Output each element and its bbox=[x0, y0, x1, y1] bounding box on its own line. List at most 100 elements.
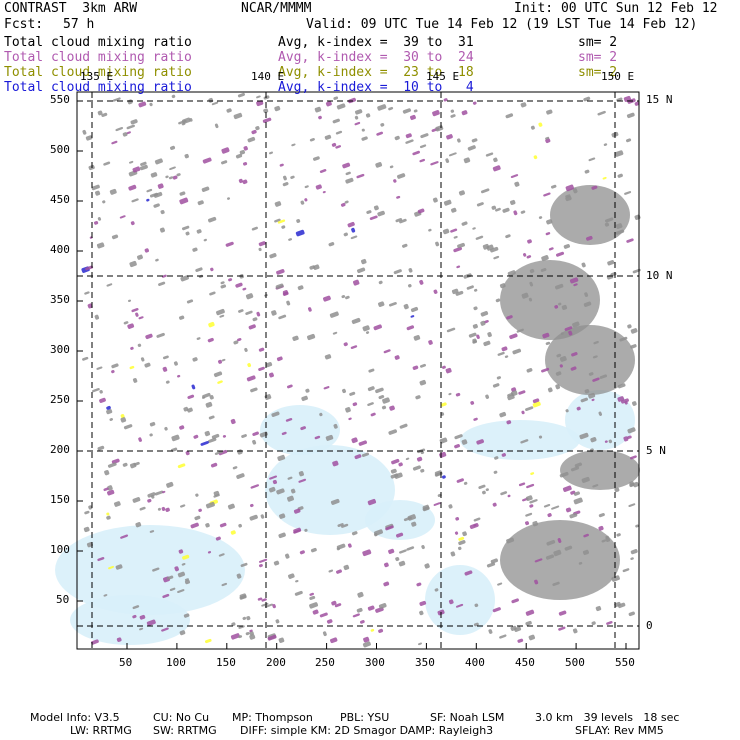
cloud-cell bbox=[564, 326, 573, 331]
low-cloud-region bbox=[55, 525, 245, 615]
cloud-cell bbox=[406, 546, 415, 551]
field-name-3: Total cloud mixing ratio bbox=[4, 65, 192, 80]
cloud-cell bbox=[412, 465, 421, 471]
cloud-cell bbox=[405, 457, 410, 460]
cloud-cell bbox=[378, 301, 385, 307]
cloud-cell bbox=[622, 568, 630, 573]
cloud-cell bbox=[565, 409, 569, 413]
cloud-cell bbox=[506, 420, 512, 425]
x-tick-label: 200 bbox=[266, 656, 286, 669]
cloud-cell bbox=[592, 377, 600, 382]
cloud-cell bbox=[463, 481, 468, 485]
cloud-cell bbox=[227, 197, 231, 200]
cloud-cell bbox=[84, 291, 90, 295]
cloud-cell bbox=[580, 397, 588, 403]
cloud-cell bbox=[523, 252, 527, 257]
cloud-cell bbox=[627, 435, 632, 440]
cloud-cell bbox=[492, 165, 501, 172]
cloud-cell bbox=[351, 227, 356, 233]
cloud-cell bbox=[527, 239, 532, 244]
cloud-cell bbox=[258, 366, 265, 371]
cloud-cell bbox=[138, 316, 144, 320]
cloud-cell bbox=[529, 504, 534, 508]
low-cloud-region bbox=[425, 565, 495, 635]
cloud-cell bbox=[159, 227, 165, 233]
cloud-cell bbox=[304, 185, 309, 189]
cloud-cell bbox=[497, 582, 503, 586]
valid-time: Valid: 09 UTC Tue 14 Feb 12 (19 LST Tue … bbox=[306, 17, 698, 32]
cloud-cell bbox=[267, 634, 277, 641]
cloud-cell bbox=[499, 634, 507, 639]
cloud-cell bbox=[493, 255, 500, 260]
cloud-cell bbox=[187, 394, 195, 399]
y-tick-label: 400 bbox=[50, 243, 70, 256]
cloud-cell bbox=[265, 362, 273, 368]
cloud-cell bbox=[358, 440, 367, 446]
x-tick-label: 500 bbox=[565, 656, 585, 669]
cloud-cell bbox=[419, 144, 427, 149]
cloud-cell bbox=[278, 314, 287, 320]
cloud-cell bbox=[394, 355, 400, 360]
cloud-cell bbox=[553, 549, 562, 557]
cloud-cell bbox=[350, 235, 358, 240]
cloud-cell bbox=[538, 216, 543, 219]
axis-ticks bbox=[77, 100, 627, 649]
cloud-cell bbox=[218, 553, 225, 557]
cloud-cell bbox=[274, 218, 281, 223]
cloud-cell bbox=[356, 173, 365, 179]
cloud-cell bbox=[238, 178, 243, 184]
cloud-cell bbox=[413, 109, 418, 113]
cloud-cell bbox=[130, 119, 138, 125]
cloud-cell bbox=[347, 543, 352, 548]
cloud-cell bbox=[177, 589, 185, 593]
cloud-cell bbox=[149, 102, 153, 107]
cloud-cell bbox=[207, 337, 214, 343]
cloud-cell bbox=[313, 264, 320, 271]
cloud-cell bbox=[442, 228, 450, 235]
cloud-cell bbox=[569, 277, 579, 284]
cloud-cell bbox=[275, 283, 284, 289]
cloud-cell bbox=[139, 614, 146, 620]
cloud-cell bbox=[336, 103, 346, 110]
cloud-cell bbox=[406, 325, 415, 331]
cloud-cell bbox=[207, 551, 212, 554]
cloud-cell bbox=[591, 185, 598, 190]
cloud-cell bbox=[495, 207, 501, 212]
cloud-cell bbox=[443, 98, 448, 102]
cloud-cell bbox=[604, 222, 610, 227]
cloud-cell bbox=[499, 283, 506, 289]
cloud-cell bbox=[178, 549, 184, 554]
cloud-cell bbox=[205, 401, 213, 408]
cloud-cell bbox=[448, 599, 454, 605]
cloud-cell bbox=[419, 610, 424, 616]
cloud-cell bbox=[454, 434, 463, 440]
cloud-cell bbox=[210, 462, 218, 468]
cloud-cell bbox=[573, 497, 583, 505]
cloud-cell bbox=[451, 207, 457, 213]
cloud-cell bbox=[243, 146, 248, 151]
cloud-cell bbox=[237, 338, 242, 342]
map-frame bbox=[76, 91, 640, 650]
cloud-cell bbox=[239, 149, 246, 155]
cloud-cell bbox=[628, 503, 636, 507]
cloud-cell bbox=[103, 487, 109, 492]
cloud-cell bbox=[287, 476, 293, 480]
cloud-cell bbox=[111, 234, 119, 240]
cloud-cell bbox=[450, 551, 456, 557]
field-avg-1: Avg, k-index = 39 to 31 bbox=[278, 35, 474, 50]
cloud-cell bbox=[419, 158, 425, 163]
cloud-cell bbox=[399, 423, 408, 429]
cloud-cell bbox=[456, 265, 461, 269]
y-tick-label: 300 bbox=[50, 343, 70, 356]
cloud-cell bbox=[564, 545, 573, 551]
cloud-cell bbox=[104, 470, 110, 476]
cloud-cell bbox=[606, 621, 613, 625]
cloud-cell bbox=[555, 384, 561, 390]
cloud-cell bbox=[103, 594, 108, 597]
cloud-cell bbox=[214, 123, 219, 129]
cloud-cell bbox=[345, 171, 351, 176]
cloud-cell bbox=[368, 368, 375, 373]
cloud-cell bbox=[119, 215, 126, 219]
cloud-cell bbox=[331, 142, 337, 147]
cloud-cell bbox=[351, 317, 361, 325]
